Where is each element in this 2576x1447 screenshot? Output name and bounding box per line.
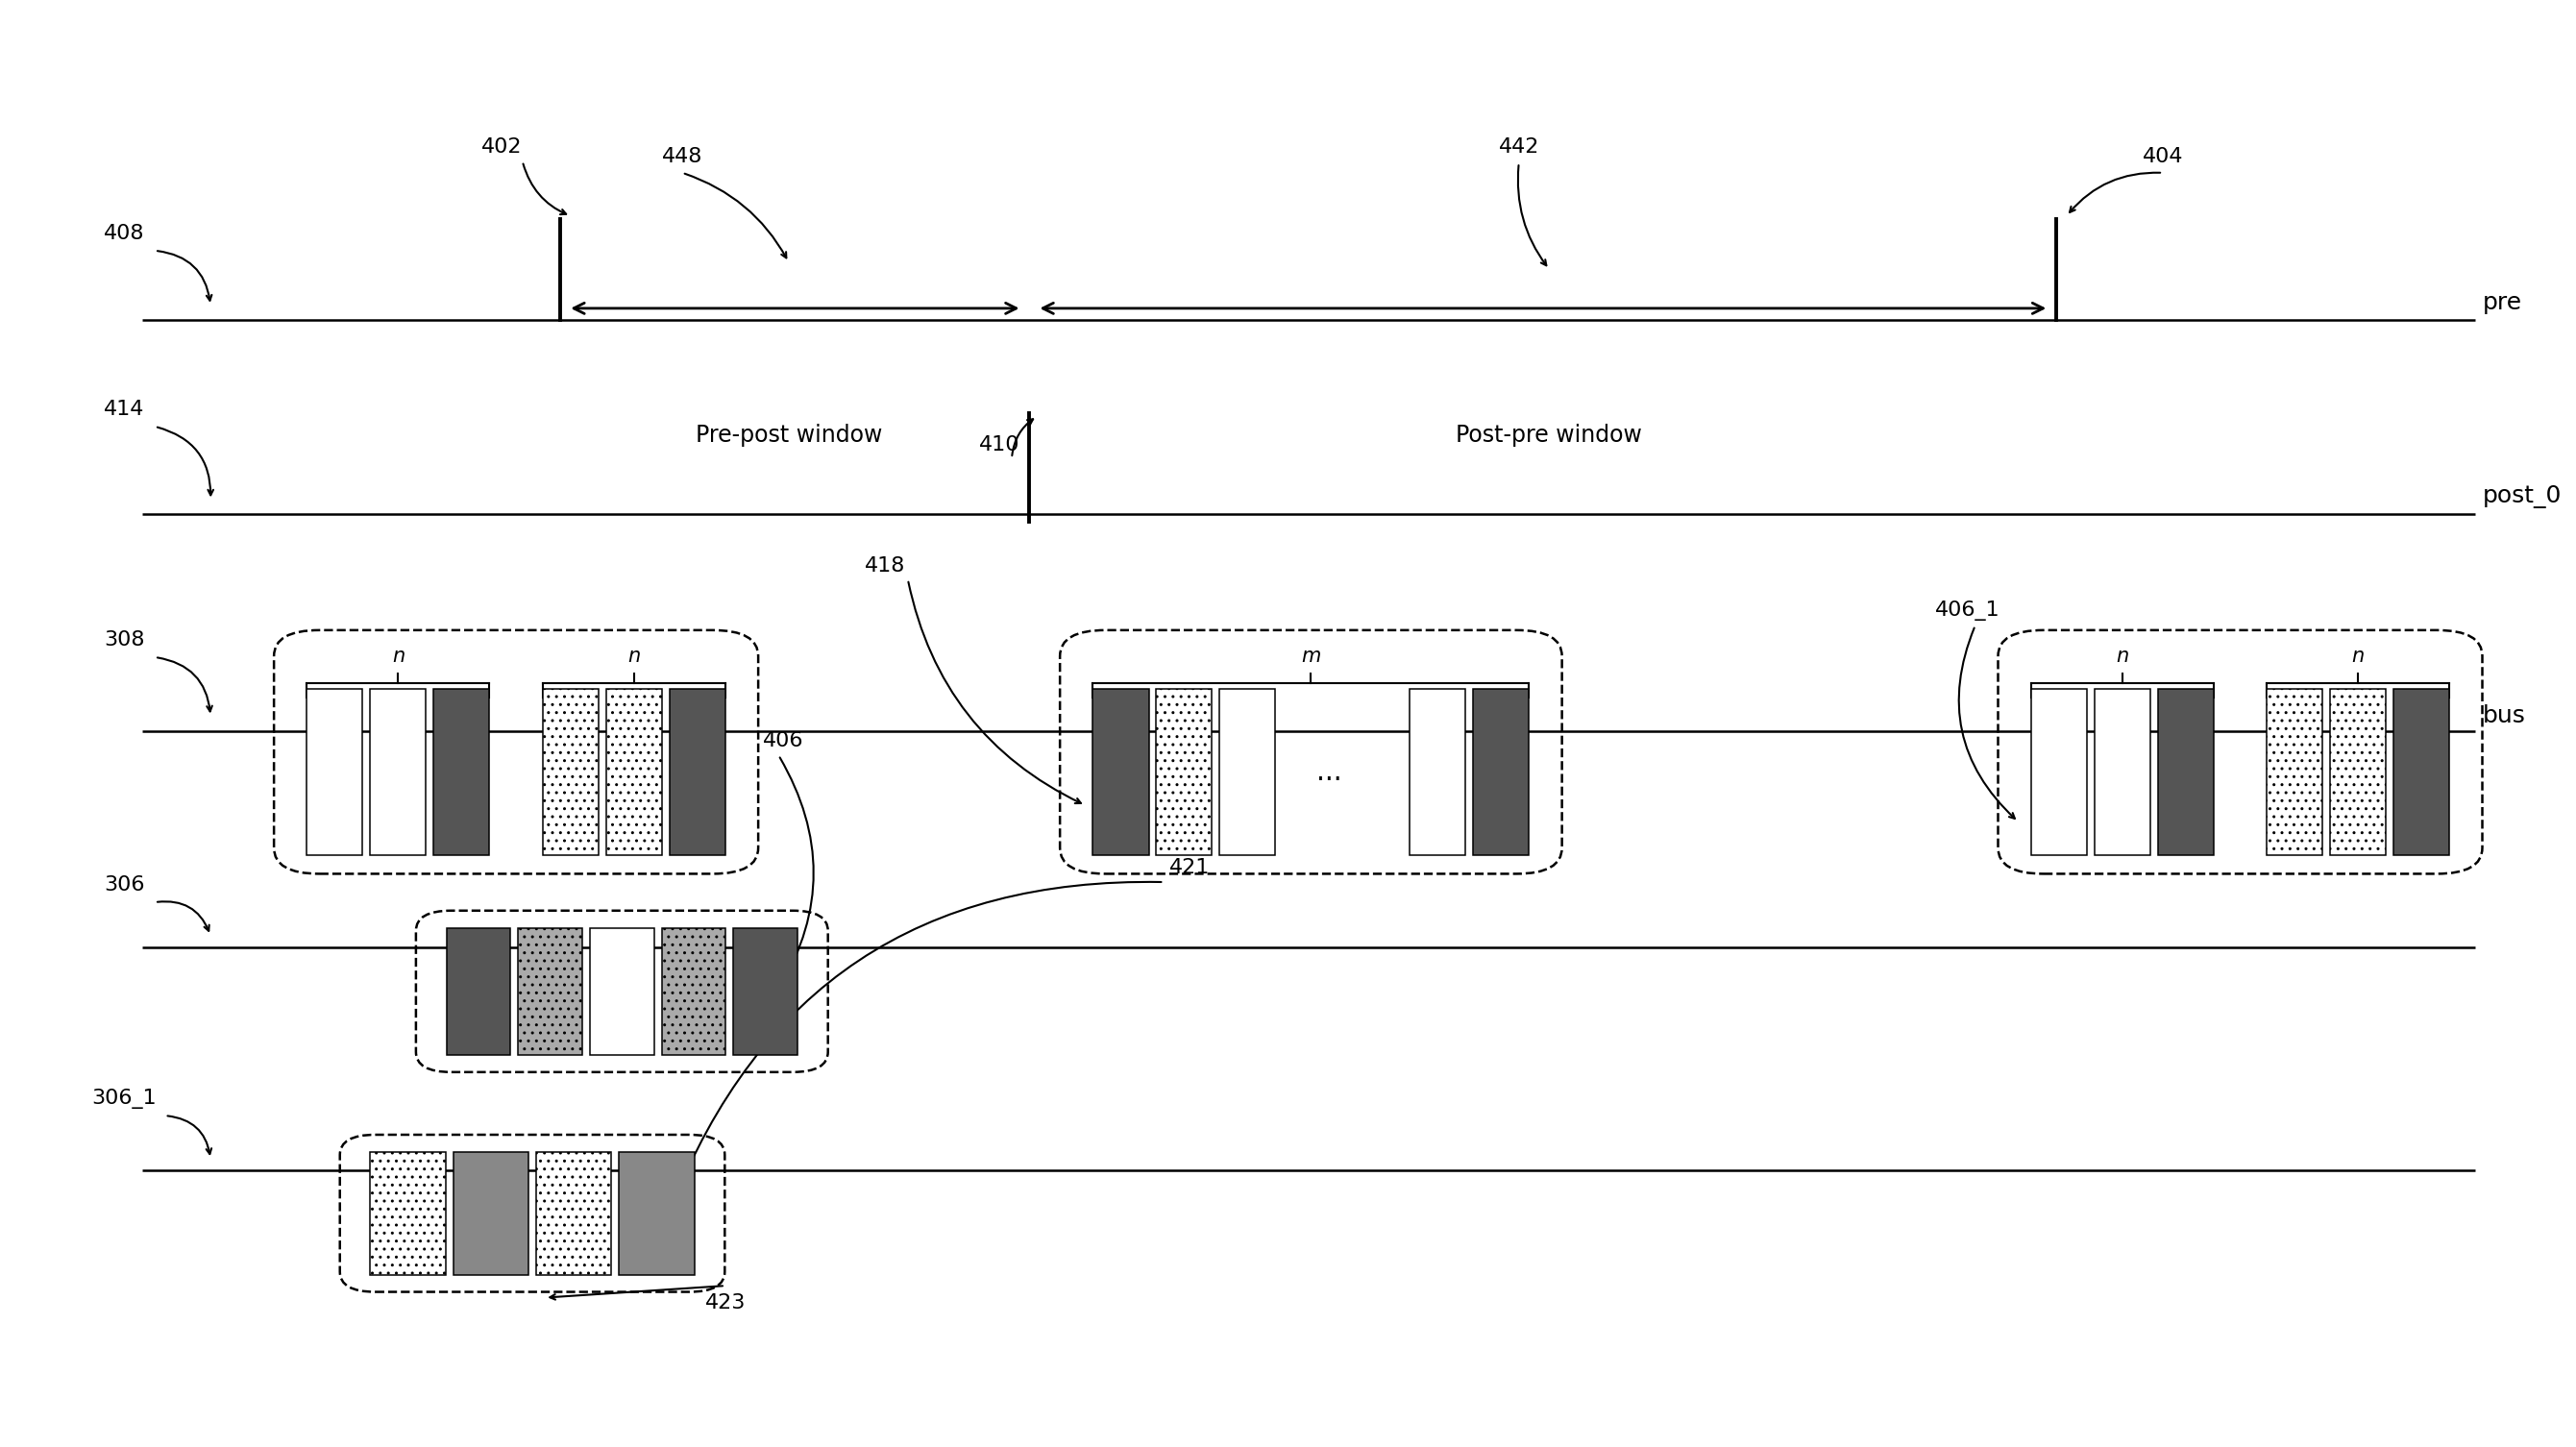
Text: bus: bus [2483,705,2524,728]
Bar [662,928,726,1055]
Bar [1473,689,1530,855]
Bar [2159,689,2213,855]
Text: pre: pre [2483,291,2522,314]
Text: ...: ... [1316,758,1342,786]
Bar [734,928,799,1055]
Text: n: n [392,647,404,666]
Bar [536,1152,611,1275]
Bar [307,689,363,855]
Text: post_0: post_0 [2483,486,2561,509]
Text: 406: 406 [762,731,804,751]
Text: n: n [629,647,641,666]
Bar [1092,689,1149,855]
Bar [670,689,726,855]
Text: 404: 404 [2143,148,2184,166]
Text: n: n [2115,647,2128,666]
Bar [605,689,662,855]
Bar [1218,689,1275,855]
Bar [453,1152,528,1275]
Bar [1409,689,1466,855]
Text: 442: 442 [1499,137,1540,156]
Text: Post-pre window: Post-pre window [1455,424,1643,447]
Text: m: m [1301,647,1321,666]
Text: 414: 414 [103,399,144,418]
Text: 406_1: 406_1 [1935,601,1999,621]
Text: 421: 421 [1170,858,1211,877]
Bar [2094,689,2151,855]
Text: Pre-post window: Pre-post window [696,424,881,447]
Bar [433,689,489,855]
Text: 408: 408 [103,224,144,243]
Bar [1157,689,1213,855]
Text: 418: 418 [866,557,904,576]
Bar [371,1152,446,1275]
Bar [2331,689,2385,855]
Bar [2030,689,2087,855]
Text: 423: 423 [706,1294,744,1312]
Text: 448: 448 [662,148,703,166]
Text: 402: 402 [482,137,523,156]
Text: n: n [2352,647,2365,666]
Bar [2267,689,2324,855]
Bar [2393,689,2450,855]
Text: 308: 308 [103,631,144,650]
Bar [518,928,582,1055]
Text: 410: 410 [979,436,1020,454]
Bar [371,689,425,855]
Text: 306: 306 [103,875,144,894]
Bar [618,1152,696,1275]
Bar [544,689,598,855]
Text: 306_1: 306_1 [93,1088,157,1108]
Bar [590,928,654,1055]
Bar [446,928,510,1055]
